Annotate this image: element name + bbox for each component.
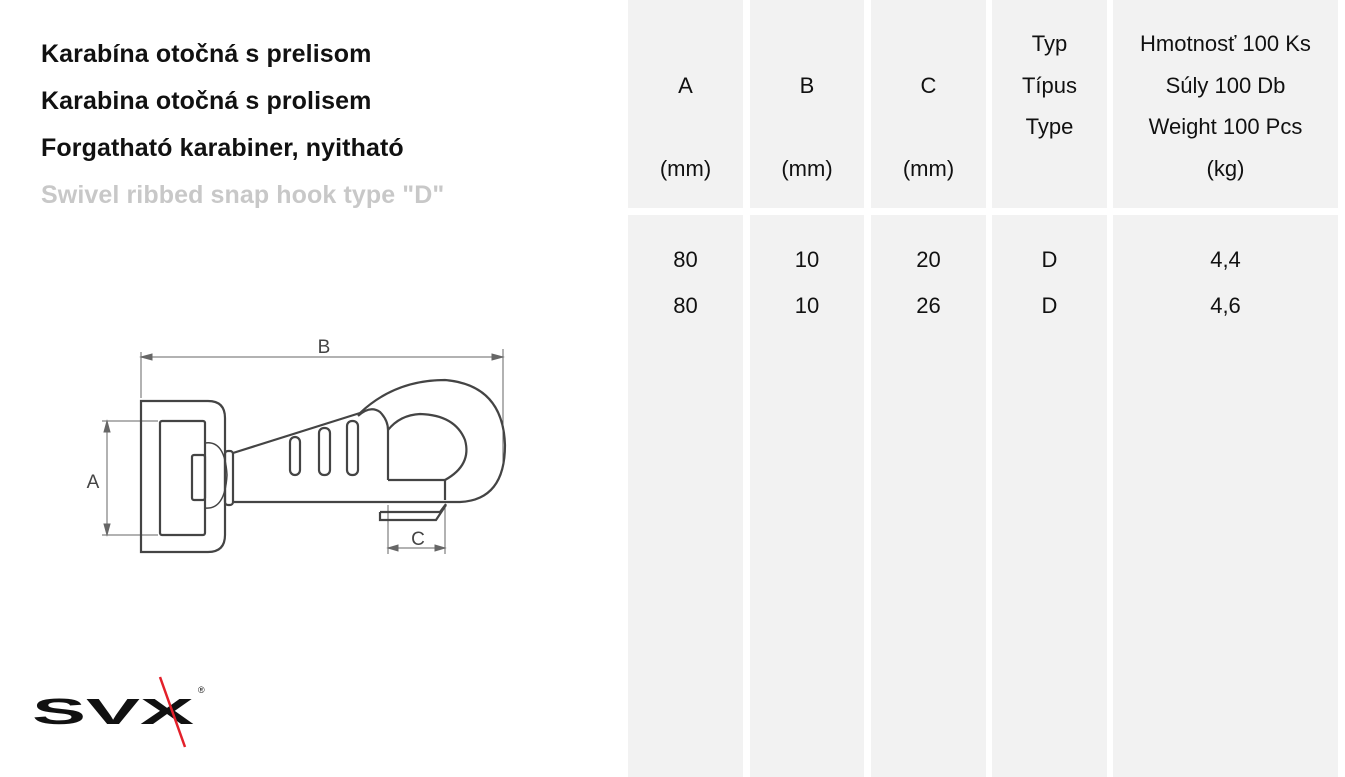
cell: 4,4 xyxy=(1210,247,1241,272)
header-type: Typ Típus Type xyxy=(992,0,1107,208)
cell: 80 xyxy=(673,293,698,318)
header-c: C (mm) xyxy=(871,0,986,208)
header-b-unit: (mm) xyxy=(781,156,833,181)
header-a-label: A xyxy=(678,73,693,98)
header-a-unit: (mm) xyxy=(659,156,712,181)
column-weight: 4,4 4,6 xyxy=(1113,215,1338,777)
label-c: C xyxy=(411,529,425,550)
column-type: D D xyxy=(992,215,1107,777)
header-type-sk: Typ xyxy=(1031,31,1068,56)
cell: D xyxy=(1041,293,1058,318)
column-a: 80 80 xyxy=(628,215,743,777)
header-c-label: C xyxy=(920,73,937,98)
cell: 10 xyxy=(794,293,820,318)
header-type-hu: Típus xyxy=(1021,73,1078,98)
header-b: B (mm) xyxy=(750,0,864,208)
cell: 26 xyxy=(916,293,941,318)
header-weight-sk: Hmotnosť 100 Ks xyxy=(1140,31,1311,56)
header-weight-unit: (kg) xyxy=(1206,156,1245,181)
cell: D xyxy=(1041,247,1058,272)
header-b-label: B xyxy=(799,73,815,98)
header-weight-hu: Súly 100 Db xyxy=(1165,73,1286,98)
cell: 10 xyxy=(794,247,820,272)
cell: 80 xyxy=(673,247,698,272)
svx-logo: SVX ® xyxy=(32,676,205,748)
header-weight-en: Weight 100 Pcs xyxy=(1148,114,1303,139)
header-type-en: Type xyxy=(1025,114,1074,139)
registered-mark: ® xyxy=(198,685,205,695)
title-sk: Karabína otočná s prelisom xyxy=(41,40,372,68)
product-titles: Karabína otočná s prelisom Karabina otoč… xyxy=(41,38,444,226)
cell: 20 xyxy=(916,247,941,272)
title-en: Swivel ribbed snap hook type "D" xyxy=(41,181,445,209)
snap-hook-drawing: B A C xyxy=(87,337,507,554)
header-weight: Hmotnosť 100 Ks Súly 100 Db Weight 100 P… xyxy=(1113,0,1338,208)
header-c-unit: (mm) xyxy=(902,156,955,181)
column-b: 10 10 xyxy=(750,215,864,777)
title-hu: Forgatható karabiner, nyitható xyxy=(41,134,404,162)
logo-text: SVX xyxy=(32,692,194,732)
header-a: A (mm) xyxy=(628,0,743,208)
title-cz: Karabina otočná s prolisem xyxy=(41,87,372,115)
logo-slash xyxy=(158,676,187,748)
label-b: B xyxy=(318,337,331,358)
column-c: 20 26 xyxy=(871,215,986,777)
cell: 4,6 xyxy=(1210,293,1241,318)
label-a: A xyxy=(87,472,100,493)
